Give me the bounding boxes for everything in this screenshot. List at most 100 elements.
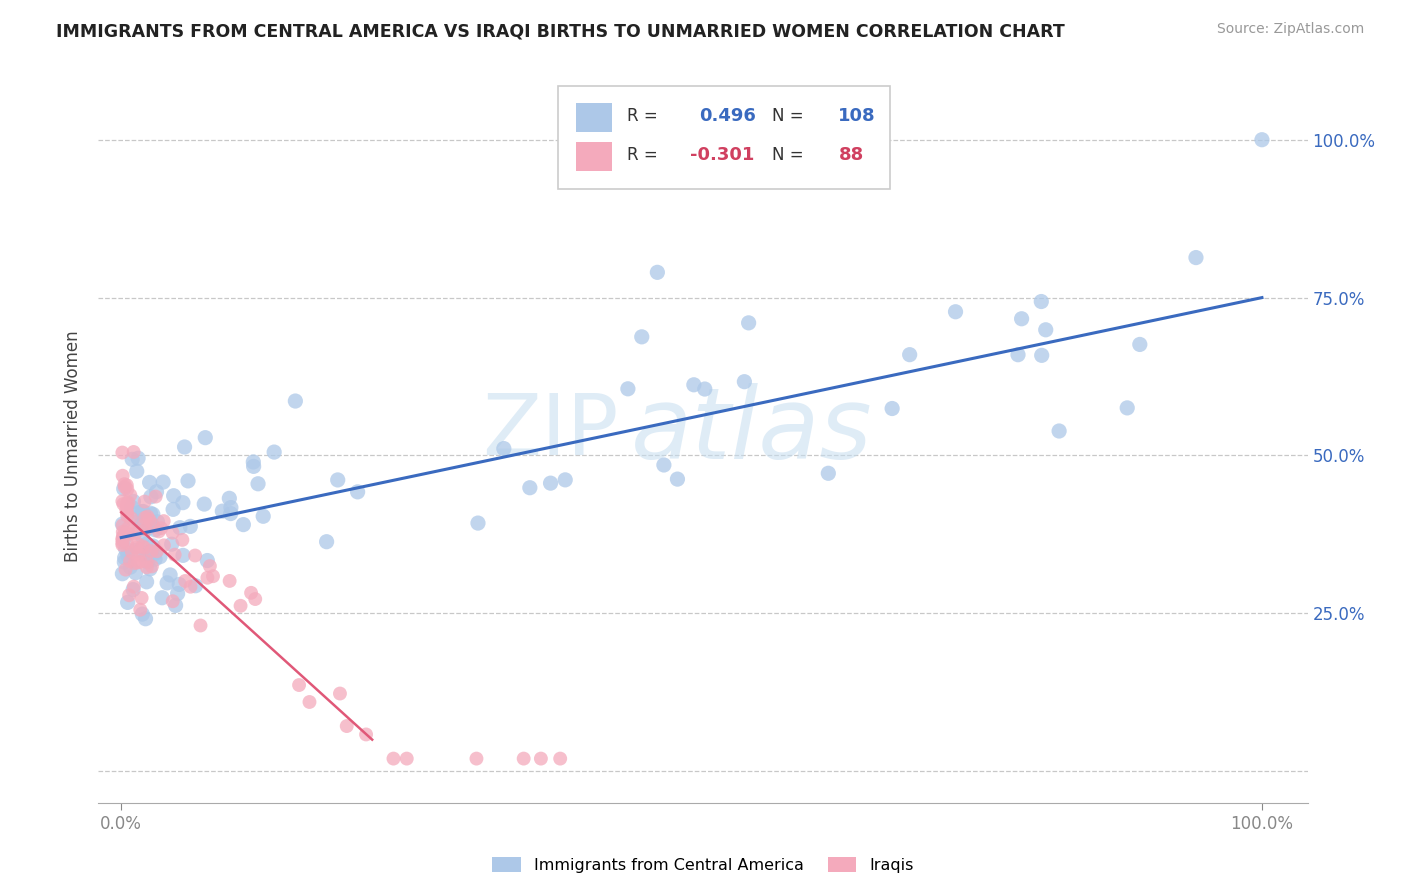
Point — [118, 554, 141, 568]
Point — [682, 377, 704, 392]
Point — [129, 517, 152, 532]
Point — [647, 265, 669, 279]
Point — [117, 483, 139, 497]
Point — [128, 547, 150, 561]
Point — [131, 505, 153, 519]
Point — [135, 523, 157, 537]
Point — [169, 521, 191, 535]
Point — [117, 521, 139, 535]
Point — [111, 536, 134, 550]
Point — [263, 445, 285, 459]
Point — [135, 537, 157, 551]
Point — [465, 751, 488, 765]
Point — [219, 500, 242, 515]
Point — [143, 546, 166, 560]
Point — [111, 524, 134, 539]
Point — [135, 560, 157, 574]
Text: N =: N = — [772, 146, 808, 164]
Point — [346, 484, 368, 499]
Point — [1251, 133, 1274, 147]
Point — [617, 382, 640, 396]
Point — [114, 530, 136, 544]
Point — [882, 401, 904, 416]
Text: ZIP: ZIP — [482, 390, 619, 474]
Point — [124, 526, 146, 541]
Point — [184, 579, 207, 593]
Point — [127, 451, 149, 466]
Point — [284, 394, 307, 409]
Point — [229, 599, 252, 613]
Point — [121, 545, 143, 559]
Point — [138, 545, 160, 559]
Point — [540, 476, 562, 491]
Point — [198, 559, 221, 574]
Point — [131, 529, 153, 543]
Point — [190, 618, 212, 632]
Point — [172, 533, 194, 547]
Point — [148, 524, 170, 539]
Point — [1035, 323, 1057, 337]
Text: -0.301: -0.301 — [690, 146, 754, 164]
Point — [120, 488, 142, 502]
Point — [141, 544, 163, 558]
Point — [149, 549, 172, 564]
Text: 88: 88 — [838, 146, 863, 164]
Point — [141, 559, 163, 574]
Point — [117, 595, 139, 609]
Point — [136, 555, 159, 569]
Legend: Immigrants from Central America, Iraqis: Immigrants from Central America, Iraqis — [486, 851, 920, 880]
Point — [111, 538, 134, 552]
Point — [111, 532, 134, 546]
Point — [630, 330, 652, 344]
Point — [150, 521, 173, 535]
Point — [111, 530, 134, 544]
Point — [127, 556, 149, 570]
Point — [111, 468, 134, 483]
Point — [252, 509, 274, 524]
Point — [122, 494, 145, 508]
Point — [184, 549, 207, 563]
Point — [1011, 311, 1033, 326]
Point — [172, 549, 194, 563]
Point — [172, 496, 194, 510]
Point — [114, 563, 136, 577]
Point — [737, 316, 759, 330]
Point — [136, 509, 159, 524]
Point — [240, 586, 263, 600]
FancyBboxPatch shape — [558, 86, 890, 189]
Point — [125, 541, 148, 555]
Point — [898, 348, 921, 362]
Text: 0.496: 0.496 — [699, 107, 756, 125]
Point — [112, 555, 135, 569]
Point — [138, 548, 160, 562]
Point — [219, 507, 242, 521]
Point — [232, 517, 254, 532]
Point — [153, 538, 176, 552]
Point — [111, 518, 134, 533]
Point — [554, 473, 576, 487]
Point — [733, 375, 755, 389]
Point — [124, 566, 146, 580]
Point — [142, 539, 165, 553]
Point — [467, 516, 489, 530]
Point — [122, 445, 145, 459]
Point — [174, 574, 197, 588]
Y-axis label: Births to Unmarried Women: Births to Unmarried Women — [65, 330, 83, 562]
Point — [112, 527, 135, 541]
Point — [118, 526, 141, 541]
Point — [1031, 294, 1053, 309]
Point — [519, 481, 541, 495]
Point — [143, 552, 166, 566]
Point — [218, 574, 240, 588]
Text: Source: ZipAtlas.com: Source: ZipAtlas.com — [1216, 22, 1364, 37]
Point — [326, 473, 349, 487]
Point — [145, 484, 167, 499]
Point — [111, 533, 134, 547]
Point — [117, 495, 139, 509]
Point — [134, 494, 156, 508]
Point — [122, 582, 145, 597]
Point — [156, 575, 179, 590]
Point — [142, 508, 165, 522]
Point — [115, 508, 138, 523]
Point — [152, 475, 174, 489]
